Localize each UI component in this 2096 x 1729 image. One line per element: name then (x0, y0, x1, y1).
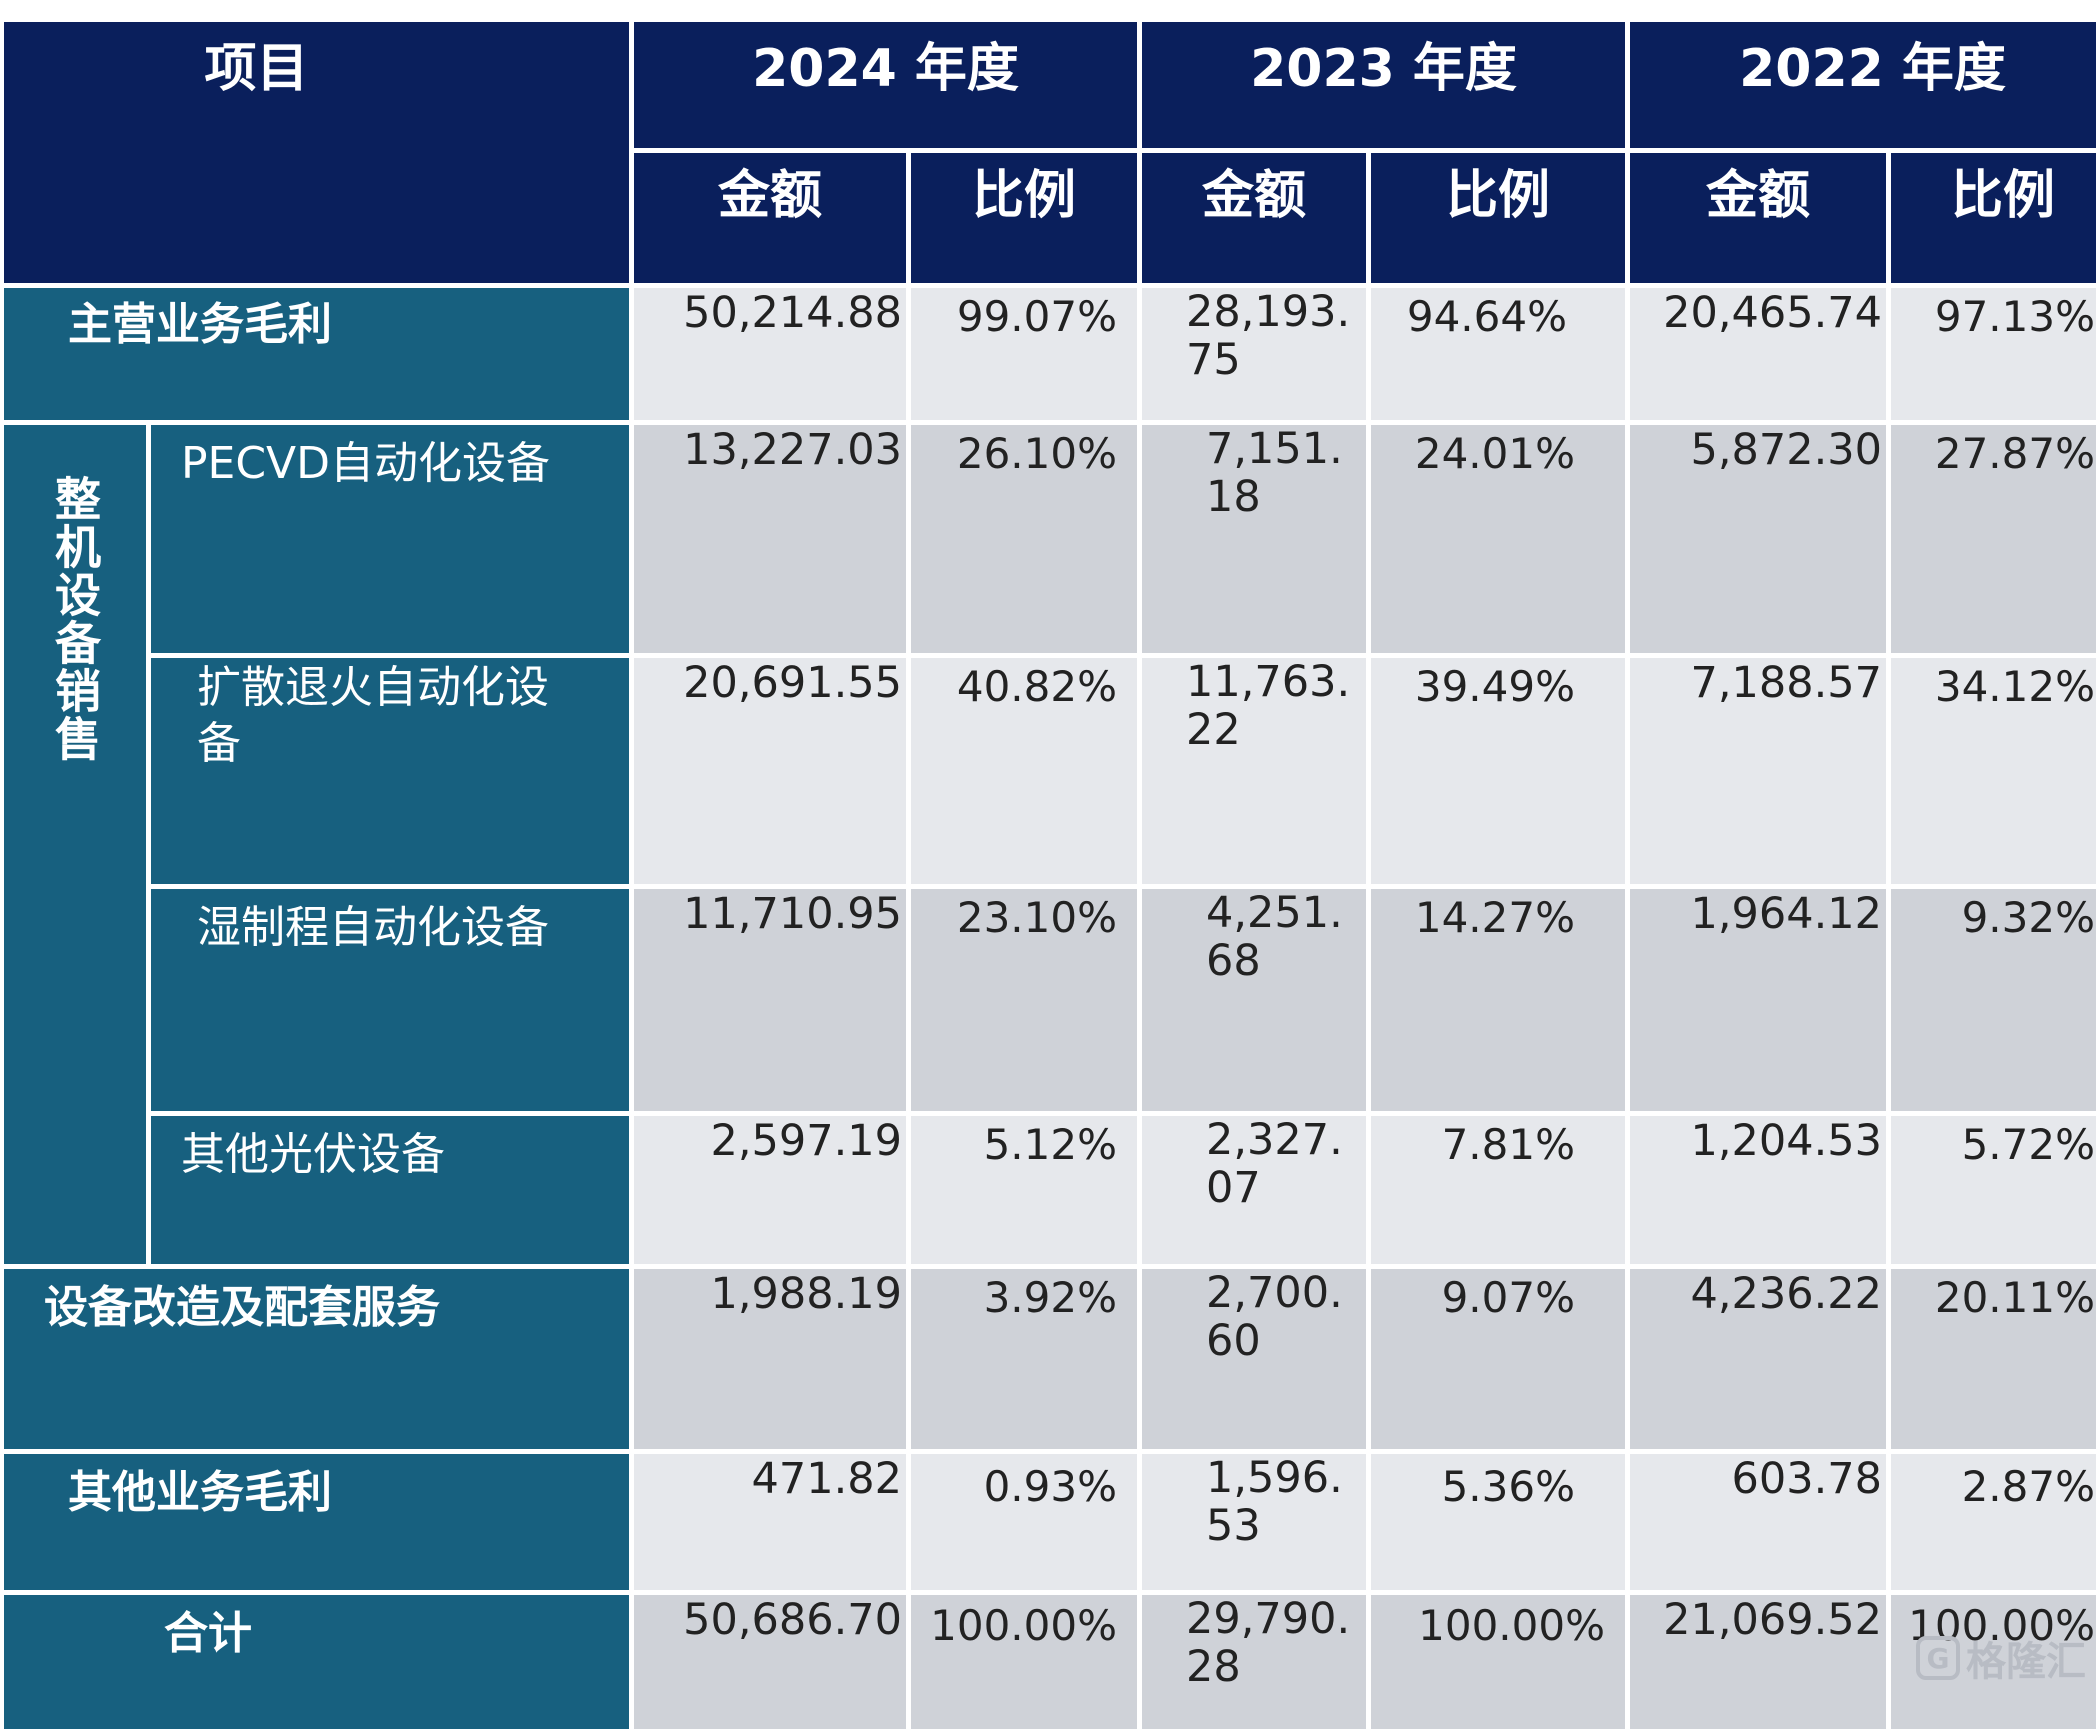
cell-ratio-2024: 0.93% (911, 1454, 1137, 1590)
cell-amount-2024: 50,214.88 (634, 288, 906, 420)
cell-ratio-2022: 5.72% (1891, 1116, 2096, 1264)
cell-amount-2023: 4,251.68 (1142, 889, 1366, 1111)
cell-ratio-2022: 20.11% (1891, 1269, 2096, 1449)
row-label-other-pv: 其他光伏设备 (151, 1116, 629, 1264)
cell-ratio-2024: 26.10% (911, 425, 1137, 653)
cell-amount-2022: 603.78 (1630, 1454, 1886, 1590)
cell-ratio-2023: 14.27% (1371, 889, 1625, 1111)
cell-ratio-2024: 5.12% (911, 1116, 1137, 1264)
cell-amount-2023: 29,790.28 (1142, 1595, 1366, 1729)
cell-ratio-2023: 7.81% (1371, 1116, 1625, 1264)
cell-amount-2022: 4,236.22 (1630, 1269, 1886, 1449)
header-ratio-label: 比例 (1950, 166, 2055, 226)
header-ratio-label: 比例 (971, 166, 1076, 226)
header-year-2024: 2024 年度 (634, 22, 1137, 148)
cell-amount-2023: 11,763.22 (1142, 658, 1366, 884)
cell-amount-2022: 20,465.74 (1630, 288, 1886, 420)
cell-amount-2024: 50,686.70 (634, 1595, 906, 1729)
header-ratio-2023: 比例 (1371, 153, 1625, 283)
cell-ratio-2024: 100.00% (911, 1595, 1137, 1729)
cell-amount-2024: 471.82 (634, 1454, 906, 1590)
row-label-diffusion-annealing: 扩散退火自动化设备 (151, 658, 629, 884)
cell-amount-2022: 1,964.12 (1630, 889, 1886, 1111)
header-year-2023-label: 2023 年度 (1250, 39, 1517, 99)
row-label-wet-process: 湿制程自动化设备 (151, 889, 629, 1111)
header-item: 项目 (4, 22, 629, 283)
row-label-equipment-service: 设备改造及配套服务 (4, 1269, 629, 1449)
cell-amount-2023: 2,700.60 (1142, 1269, 1366, 1449)
cell-amount-2024: 2,597.19 (634, 1116, 906, 1264)
row-label-text: 合计 (164, 1608, 252, 1659)
header-amount-label: 金额 (1201, 166, 1306, 226)
watermark-logo-icon: G (1916, 1636, 1960, 1680)
row-label-text: PECVD自动化设备 (181, 438, 551, 489)
cell-ratio-2024: 99.07% (911, 288, 1137, 420)
cell-ratio-2022: 27.87% (1891, 425, 2096, 653)
header-year-2024-label: 2024 年度 (752, 39, 1019, 99)
header-amount-2022: 金额 (1630, 153, 1886, 283)
cell-ratio-2023: 9.07% (1371, 1269, 1625, 1449)
cell-ratio-2023: 5.36% (1371, 1454, 1625, 1590)
cell-amount-2023: 1,596.53 (1142, 1454, 1366, 1590)
cell-amount-2024: 1,988.19 (634, 1269, 906, 1449)
cell-ratio-2023: 39.49% (1371, 658, 1625, 884)
watermark: G 格隆汇 (1916, 1629, 2086, 1687)
cell-ratio-2024: 40.82% (911, 658, 1137, 884)
cell-ratio-2023: 24.01% (1371, 425, 1625, 653)
group-label-machine-sales: 整机设备销售 (4, 425, 146, 1264)
row-label-other-business: 其他业务毛利 (4, 1454, 629, 1590)
row-label-text: 扩散退火自动化设备 (197, 662, 549, 769)
cell-ratio-2022: 9.32% (1891, 889, 2096, 1111)
cell-amount-2022: 1,204.53 (1630, 1116, 1886, 1264)
row-label-text: 其他光伏设备 (181, 1129, 445, 1180)
cell-amount-2023: 7,151.18 (1142, 425, 1366, 653)
header-year-2023: 2023 年度 (1142, 22, 1625, 148)
cell-amount-2024: 13,227.03 (634, 425, 906, 653)
header-ratio-2022: 比例 (1891, 153, 2096, 283)
row-label-total: 合计 (4, 1595, 629, 1729)
group-label-text: 整机设备销售 (48, 475, 102, 763)
cell-amount-2023: 28,193.75 (1142, 288, 1366, 420)
row-label-text: 主营业务毛利 (68, 299, 332, 350)
cell-amount-2023: 2,327.07 (1142, 1116, 1366, 1264)
header-amount-2023: 金额 (1142, 153, 1366, 283)
cell-amount-2022: 7,188.57 (1630, 658, 1886, 884)
cell-ratio-2023: 100.00% (1371, 1595, 1625, 1729)
gross-profit-table: 项目 2024 年度 2023 年度 2022 年度 金额 比例 金额 比例 金… (4, 22, 2096, 1729)
header-year-2022: 2022 年度 (1630, 22, 2096, 148)
cell-ratio-2023: 94.64% (1371, 288, 1625, 420)
row-label-pecvd: PECVD自动化设备 (151, 425, 629, 653)
row-label-text: 设备改造及配套服务 (44, 1282, 440, 1333)
cell-ratio-2024: 23.10% (911, 889, 1137, 1111)
cell-ratio-2022: 97.13% (1891, 288, 2096, 420)
header-amount-2024: 金额 (634, 153, 906, 283)
cell-amount-2022: 5,872.30 (1630, 425, 1886, 653)
cell-amount-2024: 20,691.55 (634, 658, 906, 884)
cell-ratio-2022: 34.12% (1891, 658, 2096, 884)
row-label-text: 湿制程自动化设备 (197, 902, 549, 953)
header-amount-label: 金额 (717, 166, 822, 226)
row-label-main-business: 主营业务毛利 (4, 288, 629, 420)
header-ratio-2024: 比例 (911, 153, 1137, 283)
watermark-text: 格隆汇 (1966, 1639, 2086, 1685)
cell-amount-2022: 21,069.52 (1630, 1595, 1886, 1729)
cell-amount-2024: 11,710.95 (634, 889, 906, 1111)
cell-ratio-2024: 3.92% (911, 1269, 1137, 1449)
header-item-label: 项目 (204, 39, 309, 99)
header-ratio-label: 比例 (1445, 166, 1550, 226)
header-year-2022-label: 2022 年度 (1739, 39, 2006, 99)
header-amount-label: 金额 (1705, 166, 1810, 226)
cell-ratio-2022: 2.87% (1891, 1454, 2096, 1590)
row-label-text: 其他业务毛利 (68, 1467, 332, 1518)
